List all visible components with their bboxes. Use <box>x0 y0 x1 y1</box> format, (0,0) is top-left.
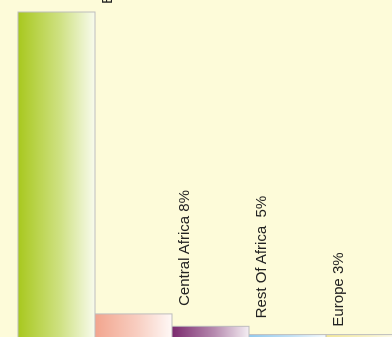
bar-rest-of-africa <box>171 325 250 337</box>
data-label-central-africa: Central Africa 8% <box>176 190 193 306</box>
data-label-east-africa: East Africa 81% <box>99 0 116 4</box>
data-label-rest-of-africa: Rest Of Africa 5% <box>253 196 270 319</box>
bar-east-africa <box>17 11 96 337</box>
bars-layer <box>17 11 392 337</box>
data-label-europe: Europe 3% <box>330 252 347 326</box>
bar-rest-of-the-world <box>325 334 392 337</box>
bar-central-africa <box>94 313 173 337</box>
labels-layer: East Africa 81% Central Africa 8% Rest Of … <box>99 0 347 327</box>
bar-europe <box>248 334 327 337</box>
